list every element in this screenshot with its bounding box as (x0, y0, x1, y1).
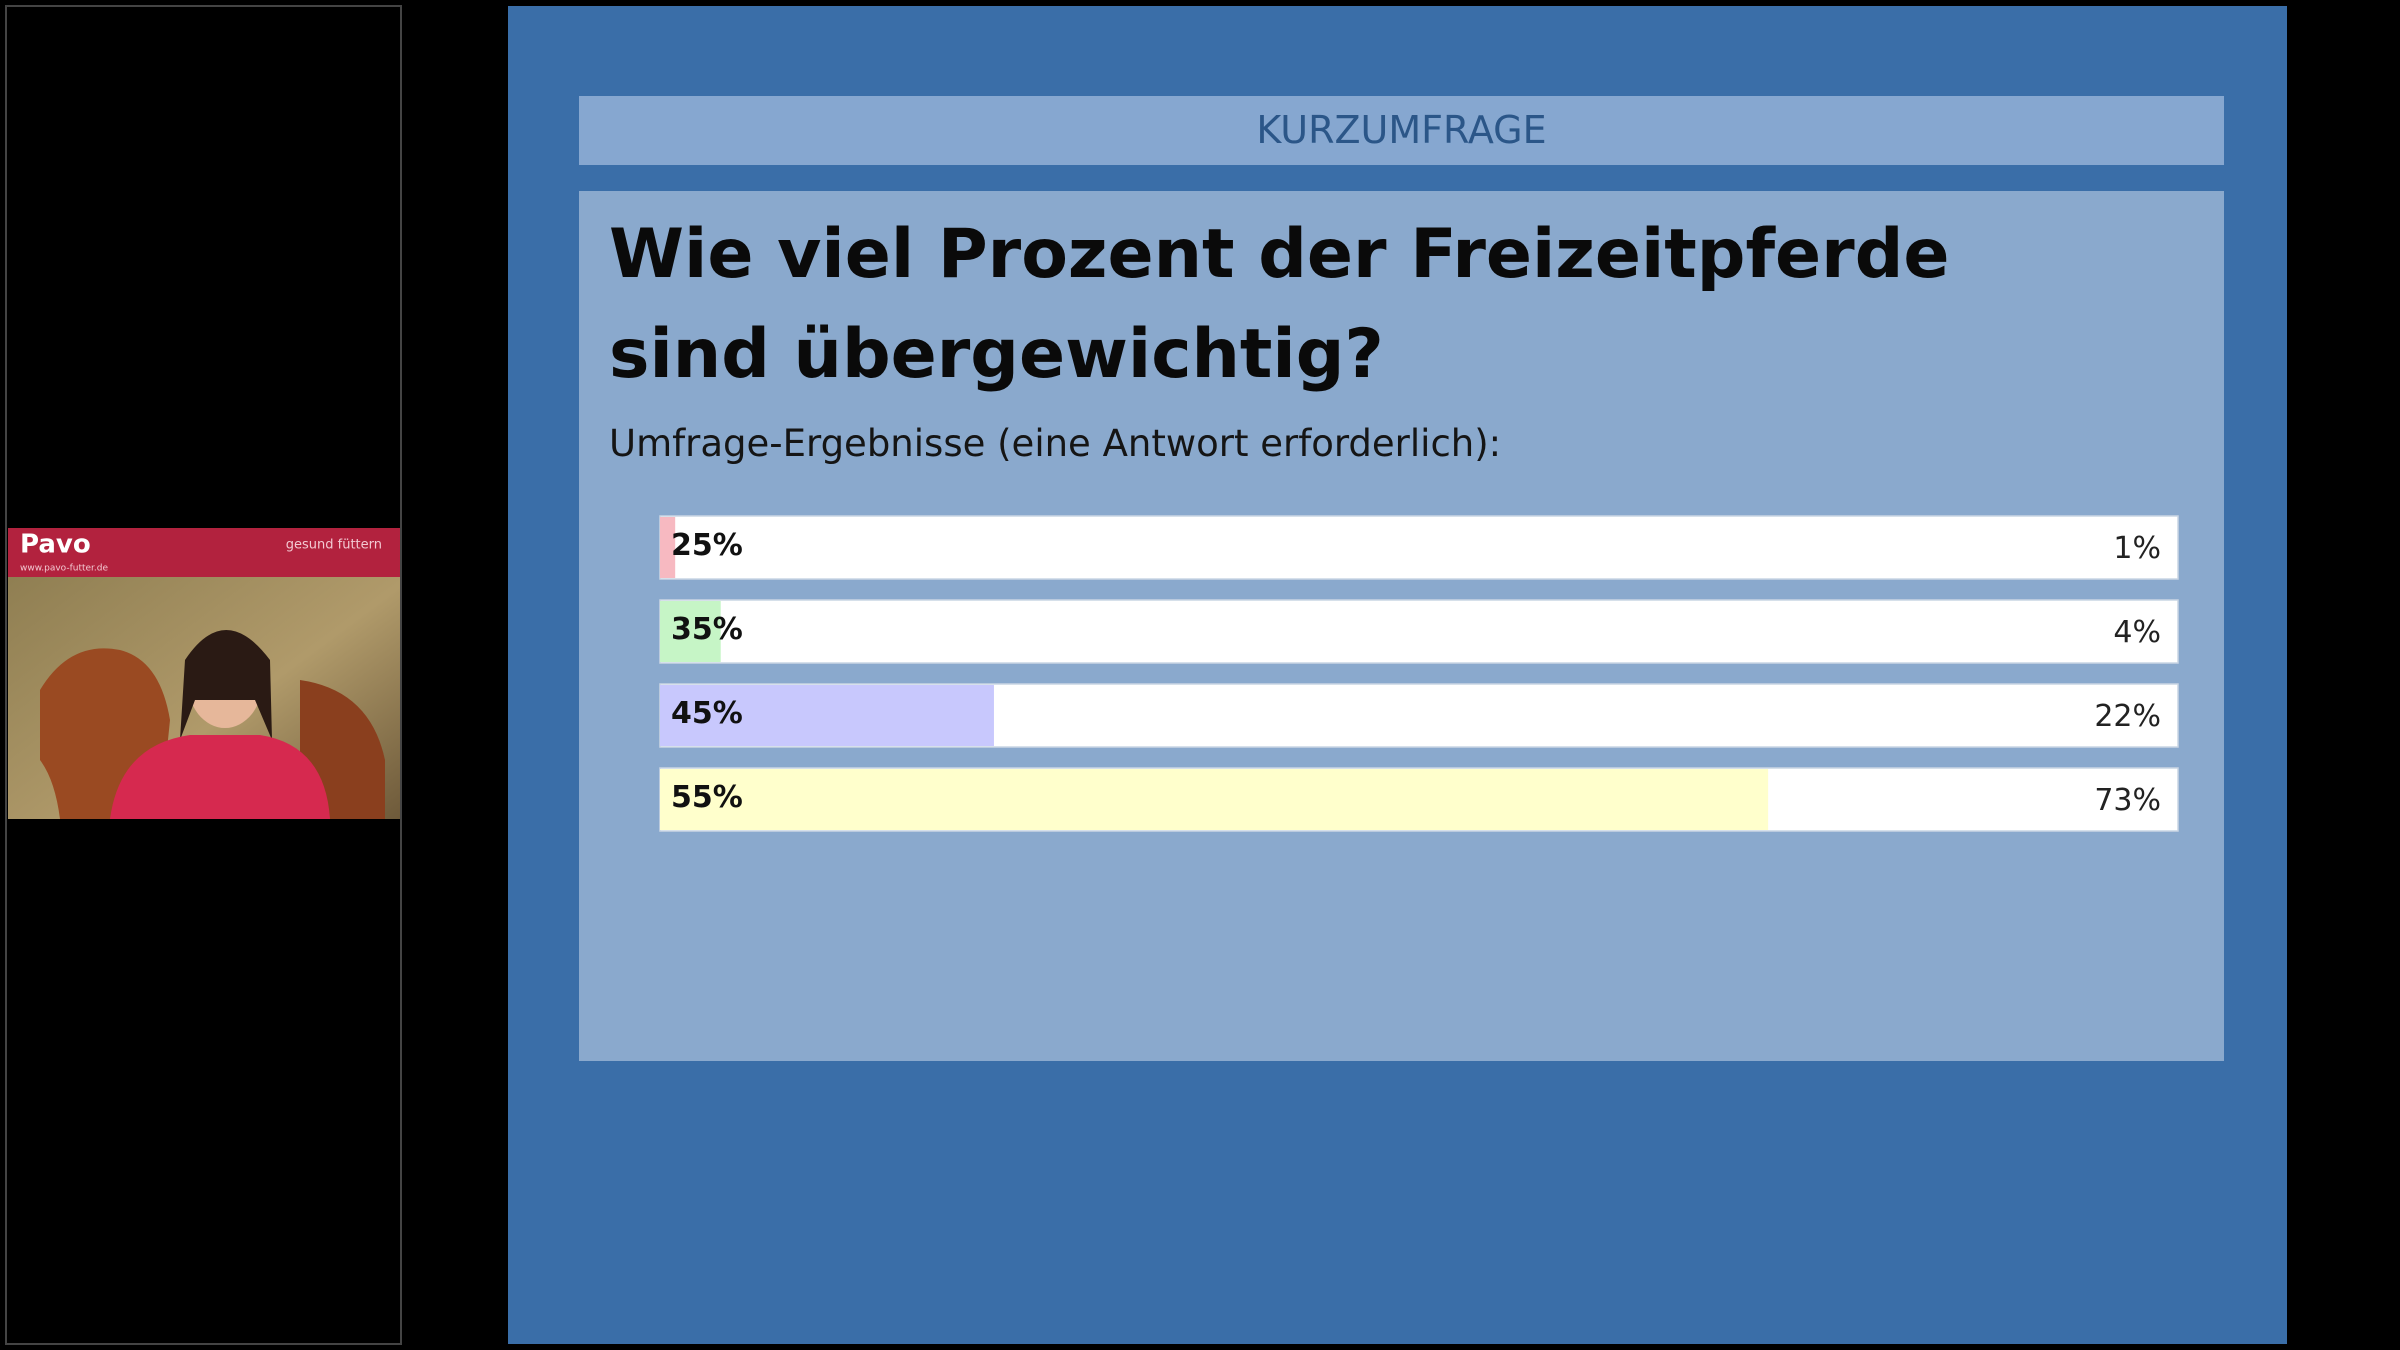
webcam-video: Pavo gesund füttern www.pavo-futter.de (8, 528, 400, 819)
logo: Pavo (20, 530, 91, 560)
option-label: 45% (671, 696, 743, 731)
subtitle: Umfrage-Ergebnisse (eine Antwort erforde… (609, 422, 1502, 465)
bar (660, 769, 1769, 830)
tagline: gesund füttern (286, 538, 382, 553)
shirt (110, 735, 330, 819)
hair (180, 630, 272, 740)
bar-track (659, 599, 2179, 664)
poll-results: 25% 1% 35% 4% 45% 22% 55% 73% (659, 515, 2179, 832)
option-label: 35% (671, 612, 743, 647)
option-label: 55% (671, 780, 743, 815)
header: KURZUMFRAGE (1256, 108, 1547, 152)
bar (660, 685, 994, 746)
banner (8, 528, 400, 577)
bar-track (659, 515, 2179, 580)
bar (660, 601, 721, 662)
value-label: 1% (2113, 531, 2161, 566)
option-label: 25% (671, 528, 743, 563)
question: Wie viel Prozent der Freizeitpferde sind… (609, 215, 1950, 394)
bar (660, 517, 676, 578)
header-bar (579, 96, 2224, 165)
value-label: 73% (2094, 783, 2161, 818)
value-label: 4% (2113, 615, 2161, 650)
url: www.pavo-futter.de (20, 564, 109, 574)
value-label: 22% (2094, 699, 2161, 734)
